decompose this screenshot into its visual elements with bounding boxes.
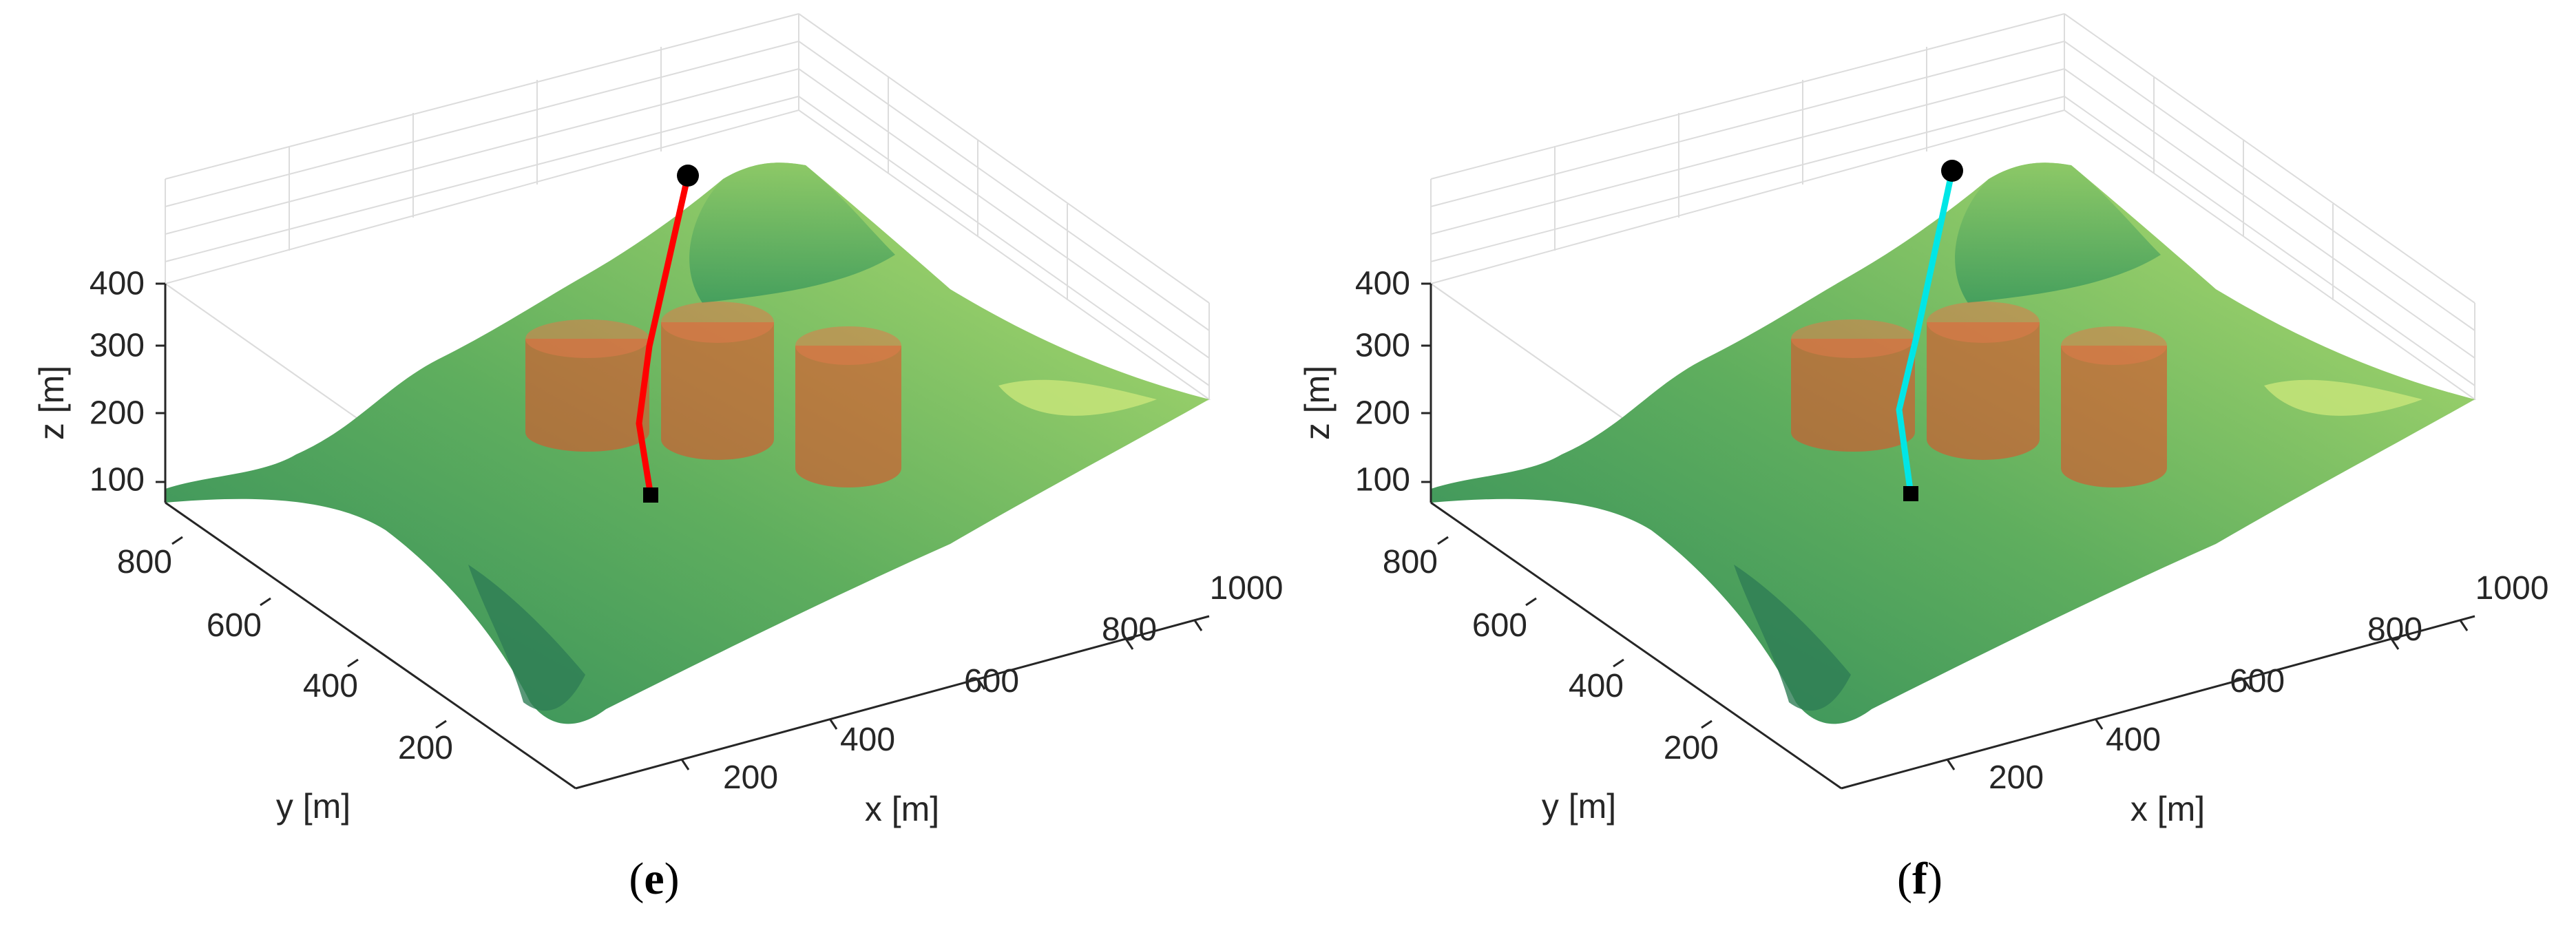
panel-f: 400 300 200 100 z [m] 800 600 400 200 y … (1298, 13, 2549, 904)
x-tick-label: 800 (1102, 611, 1157, 648)
obstacle-cylinder-2 (661, 302, 774, 460)
y-tick-label: 400 (303, 668, 358, 704)
y-tick-label: 800 (117, 544, 172, 580)
obstacle-cylinder-2 (1927, 302, 2040, 460)
panel-caption-e: (e) (629, 854, 679, 904)
trajectory-path (1896, 170, 1956, 495)
z-tick-label: 400 (90, 266, 145, 302)
y-axis-label: y [m] (276, 787, 350, 826)
obstacle-cylinder-3 (795, 326, 901, 487)
panel-caption-f: (f) (1897, 854, 1943, 904)
start-marker (677, 165, 699, 187)
goal-marker (643, 487, 658, 503)
z-tick-label: 200 (90, 395, 145, 432)
panel-e: 400 300 200 100 z [m] 800 600 400 200 y … (32, 13, 1284, 904)
y-tick-label: 200 (398, 730, 453, 766)
y-axis: 800 600 400 200 y [m] (1383, 536, 1719, 826)
trajectory-path (636, 175, 691, 496)
axes-box (164, 284, 1210, 790)
x-axis: 200 400 600 800 1000 x [m] (1946, 570, 2549, 828)
y-tick-label: 400 (1569, 668, 1624, 704)
x-axis-label: x [m] (2130, 790, 2205, 828)
obstacles (525, 302, 901, 487)
z-axis: 400 300 200 100 z [m] (1298, 266, 1431, 498)
x-tick-label: 400 (2106, 722, 2161, 758)
z-axis-label: z [m] (32, 366, 71, 440)
obstacles (1791, 302, 2167, 487)
z-tick-label: 400 (1355, 266, 1410, 302)
z-tick-label: 100 (90, 462, 145, 498)
y-tick-label: 200 (1664, 730, 1719, 766)
obstacle-cylinder-1 (1791, 319, 1915, 452)
x-tick-label: 200 (1989, 759, 2044, 796)
y-tick-label: 600 (207, 607, 262, 644)
x-tick-label: 400 (840, 722, 895, 758)
z-axis-label: z [m] (1298, 366, 1337, 440)
start-marker (1941, 160, 1963, 182)
x-axis-label: x [m] (865, 790, 939, 828)
x-tick-label: 600 (964, 663, 1019, 700)
z-tick-label: 300 (1355, 328, 1410, 364)
z-tick-label: 100 (1355, 462, 1410, 498)
grid-lines (163, 13, 1211, 573)
z-tick-label: 300 (90, 328, 145, 364)
z-tick-label: 200 (1355, 395, 1410, 432)
obstacle-cylinder-3 (2061, 326, 2167, 487)
axes-box (1430, 284, 2475, 790)
y-axis-label: y [m] (1542, 787, 1616, 826)
x-tick-label: 1000 (2475, 570, 2549, 607)
y-axis: 800 600 400 200 y [m] (117, 536, 453, 826)
x-tick-label: 600 (2230, 663, 2285, 700)
x-axis: 200 400 600 800 1000 x [m] (680, 570, 1284, 828)
y-tick-label: 800 (1383, 544, 1438, 580)
x-tick-label: 800 (2367, 611, 2422, 648)
x-tick-label: 200 (723, 759, 778, 796)
obstacle-cylinder-1 (525, 319, 649, 452)
goal-marker (1903, 486, 1918, 501)
x-tick-label: 1000 (1210, 570, 1284, 607)
z-axis: 400 300 200 100 z [m] (32, 266, 165, 498)
y-tick-label: 600 (1472, 607, 1527, 644)
